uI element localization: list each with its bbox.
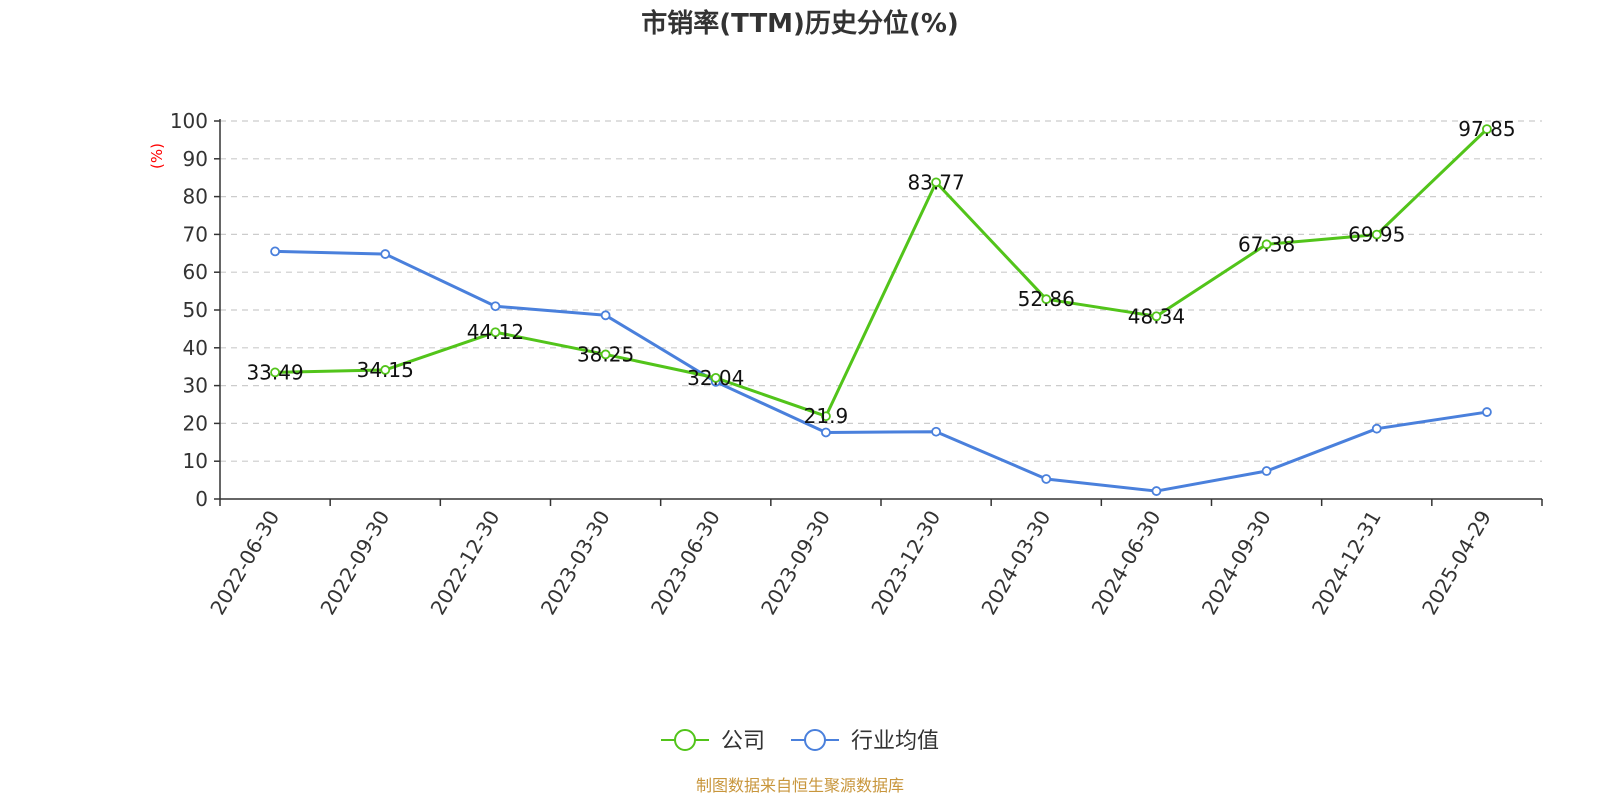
series-point-1[interactable] bbox=[1261, 466, 1272, 476]
x-tick-label: 2022-06-30 bbox=[205, 506, 284, 619]
series-layer bbox=[270, 124, 1492, 496]
legend-label: 行业均值 bbox=[851, 729, 939, 754]
series-point-0[interactable] bbox=[600, 349, 611, 360]
legend-marker bbox=[804, 729, 826, 751]
y-axis-label: (%) bbox=[148, 143, 166, 169]
x-tick-label: 2024-12-31 bbox=[1307, 506, 1386, 619]
data-label: 33.49 bbox=[246, 360, 303, 384]
x-tick-label: 2023-06-30 bbox=[646, 506, 725, 619]
data-labels: 33.49 34.15 44.12 38.25 32.04 21.9 83.77 52.86 4… bbox=[246, 117, 1515, 428]
x-tick-label: 2024-09-30 bbox=[1197, 506, 1276, 619]
y-tick-label: 60 bbox=[183, 260, 208, 284]
series-point-1[interactable] bbox=[1151, 486, 1162, 496]
y-tick-label: 20 bbox=[183, 411, 208, 435]
y-tick-label: 10 bbox=[183, 449, 208, 473]
legend-marker bbox=[674, 729, 696, 751]
x-tick-label: 2022-09-30 bbox=[315, 506, 394, 619]
series-point-0[interactable] bbox=[1371, 229, 1382, 240]
y-tick-label: 70 bbox=[183, 222, 208, 246]
series-point-1[interactable] bbox=[380, 249, 391, 259]
data-label: 32.04 bbox=[687, 366, 744, 390]
series-point-1[interactable] bbox=[931, 426, 941, 437]
series-point-0[interactable] bbox=[821, 411, 831, 422]
x-tick-label: 2025-04-29 bbox=[1417, 506, 1496, 619]
x-tick-label: 2024-06-30 bbox=[1087, 506, 1166, 619]
data-label: 48.34 bbox=[1128, 304, 1185, 328]
data-label: 21.9 bbox=[804, 404, 849, 428]
x-tick-label: 2023-09-30 bbox=[756, 506, 835, 619]
series-point-0[interactable] bbox=[1151, 311, 1162, 322]
data-label: 52.86 bbox=[1018, 287, 1075, 311]
series-point-0[interactable] bbox=[1041, 294, 1052, 305]
series-point-1[interactable] bbox=[600, 310, 611, 321]
data-label: 38.25 bbox=[577, 342, 634, 366]
series-point-0[interactable] bbox=[710, 372, 721, 383]
y-tick-label: 90 bbox=[183, 147, 208, 171]
y-tick-label: 40 bbox=[183, 336, 208, 360]
legend-label: 公司 bbox=[721, 729, 765, 754]
series-point-1[interactable] bbox=[1041, 474, 1052, 484]
data-label: 69.95 bbox=[1348, 223, 1405, 247]
series-point-0[interactable] bbox=[380, 365, 391, 375]
series-point-0[interactable] bbox=[1261, 239, 1272, 250]
y-tick-label: 80 bbox=[183, 185, 208, 209]
y-tick-label: 0 bbox=[195, 487, 208, 511]
series-point-0[interactable] bbox=[270, 367, 280, 378]
data-label: 97.85 bbox=[1458, 117, 1515, 141]
x-tick-label: 2024-03-30 bbox=[976, 506, 1055, 619]
source-note: 制图数据来自恒生聚源数据库 bbox=[696, 776, 904, 795]
series-point-0[interactable] bbox=[490, 327, 501, 338]
series-line-1 bbox=[275, 249, 1488, 493]
series-point-1[interactable] bbox=[270, 246, 280, 257]
grid-lines bbox=[220, 120, 1542, 462]
legend-item-1[interactable]: 行业均值 bbox=[791, 729, 939, 754]
data-label: 44.12 bbox=[467, 320, 524, 344]
data-label: 34.15 bbox=[357, 358, 414, 382]
series-point-1[interactable] bbox=[1371, 423, 1382, 434]
data-label: 83.77 bbox=[907, 170, 964, 194]
x-tick-label: 2023-03-30 bbox=[536, 506, 615, 619]
y-tick-label: 100 bbox=[170, 109, 208, 133]
series-point-1[interactable] bbox=[490, 301, 501, 312]
series-point-1[interactable] bbox=[821, 427, 831, 438]
legend-item-0[interactable]: 公司 bbox=[661, 729, 765, 754]
series-point-0[interactable] bbox=[1482, 124, 1492, 135]
data-label: 67.38 bbox=[1238, 232, 1295, 256]
legend[interactable]: 公司 行业均值 bbox=[661, 729, 939, 754]
y-tick-label: 50 bbox=[183, 298, 208, 322]
y-tick-label: 30 bbox=[183, 374, 208, 398]
series-point-1[interactable] bbox=[1482, 407, 1492, 417]
x-tick-label: 2023-12-30 bbox=[866, 506, 945, 619]
series-point-0[interactable] bbox=[931, 177, 941, 188]
x-tick-label: 2022-12-30 bbox=[426, 506, 505, 619]
series-line-0 bbox=[275, 128, 1488, 418]
chart-title: 市销率(TTM)历史分位(%) bbox=[641, 8, 959, 39]
